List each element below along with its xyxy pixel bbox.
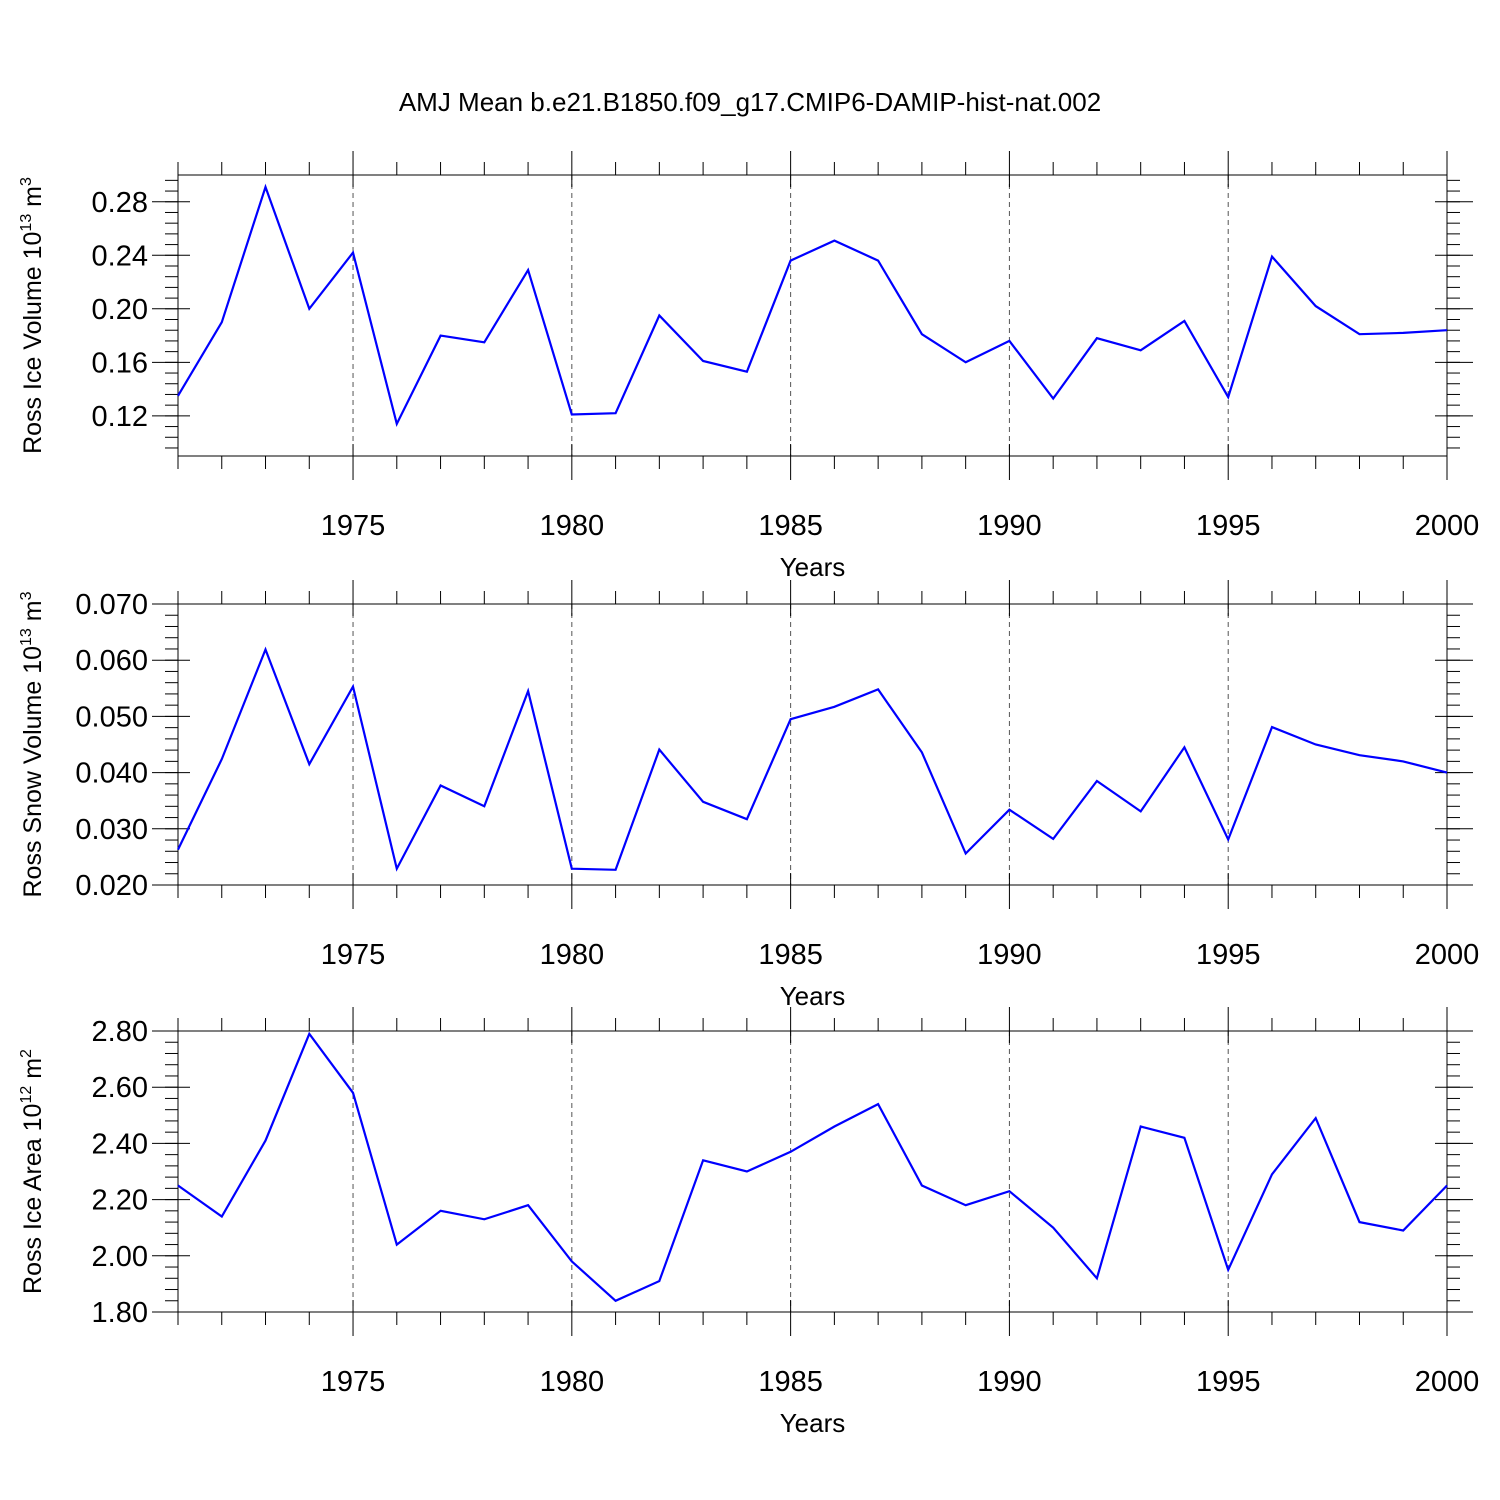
x-tick-label-1980: 1980 [540, 510, 605, 542]
figure-title: AMJ Mean b.e21.B1850.f09_g17.CMIP6-DAMIP… [399, 87, 1101, 117]
y-axis-label: Ross Ice Volume 1013 m3 [18, 177, 47, 454]
y-tick-label-0.040: 0.040 [75, 758, 148, 790]
y-tick-label-0.020: 0.020 [75, 870, 148, 902]
y-tick-label-2.20: 2.20 [92, 1185, 148, 1217]
x-tick-label-1975: 1975 [321, 939, 386, 971]
x-tick-label-1995: 1995 [1196, 1366, 1261, 1398]
y-tick-label-2.00: 2.00 [92, 1241, 148, 1273]
x-tick-label-2000: 2000 [1415, 939, 1480, 971]
x-tick-label-1985: 1985 [758, 510, 823, 542]
plot-frame [177, 603, 1448, 886]
series-line-snow-volume [177, 646, 1448, 872]
x-tick-label-2000: 2000 [1415, 1366, 1480, 1398]
panel-ice-area: 1.80 2.00 2.20 2.40 2.60 2.80 1975 1980 1985 1990… [18, 1007, 1479, 1438]
x-axis-label: Years [780, 1408, 846, 1438]
x-tick-label-1975: 1975 [321, 510, 386, 542]
x-tick-label-2000: 2000 [1415, 510, 1480, 542]
x-tick-label-1980: 1980 [540, 939, 605, 971]
x-axis-label: Years [780, 981, 846, 1011]
x-tick-label-1985: 1985 [758, 939, 823, 971]
panel-snow-volume: 0.020 0.030 0.040 0.050 0.060 0.070 1975 1980 19… [18, 580, 1479, 1011]
y-tick-label-0.030: 0.030 [75, 814, 148, 846]
y-tick-label-0.12: 0.12 [92, 401, 148, 433]
y-tick-label-0.060: 0.060 [75, 645, 148, 677]
panel-ice-volume: 0.12 0.16 0.20 0.24 0.28 1975 1980 1985 1990 1995… [18, 151, 1479, 582]
x-tick-label-1995: 1995 [1196, 939, 1261, 971]
series-line-ice-area [177, 1031, 1448, 1303]
x-tick-label-1990: 1990 [977, 510, 1042, 542]
y-tick-label-0.28: 0.28 [92, 187, 148, 219]
x-tick-label-1985: 1985 [758, 1366, 823, 1398]
x-tick-label-1975: 1975 [321, 1366, 386, 1398]
y-tick-label-0.16: 0.16 [92, 347, 148, 379]
y-tick-label-0.050: 0.050 [75, 701, 148, 733]
y-tick-label-1.80: 1.80 [92, 1297, 148, 1329]
y-tick-label-0.070: 0.070 [75, 589, 148, 621]
y-axis-label: Ross Ice Area 1012 m2 [18, 1049, 47, 1294]
series-line-ice-volume [177, 183, 1448, 428]
y-tick-label-2.60: 2.60 [92, 1072, 148, 1104]
plot-frame [177, 174, 1448, 457]
x-tick-label-1995: 1995 [1196, 510, 1261, 542]
y-axis-label: Ross Snow Volume 1013 m3 [18, 591, 47, 897]
x-tick-label-1990: 1990 [977, 1366, 1042, 1398]
x-tick-label-1990: 1990 [977, 939, 1042, 971]
y-tick-label-2.80: 2.80 [92, 1016, 148, 1048]
y-tick-label-0.24: 0.24 [92, 240, 148, 272]
x-tick-label-1980: 1980 [540, 1366, 605, 1398]
y-tick-label-2.40: 2.40 [92, 1128, 148, 1160]
y-tick-label-0.20: 0.20 [92, 294, 148, 326]
plot-frame [177, 1030, 1448, 1313]
x-axis-label: Years [780, 552, 846, 582]
